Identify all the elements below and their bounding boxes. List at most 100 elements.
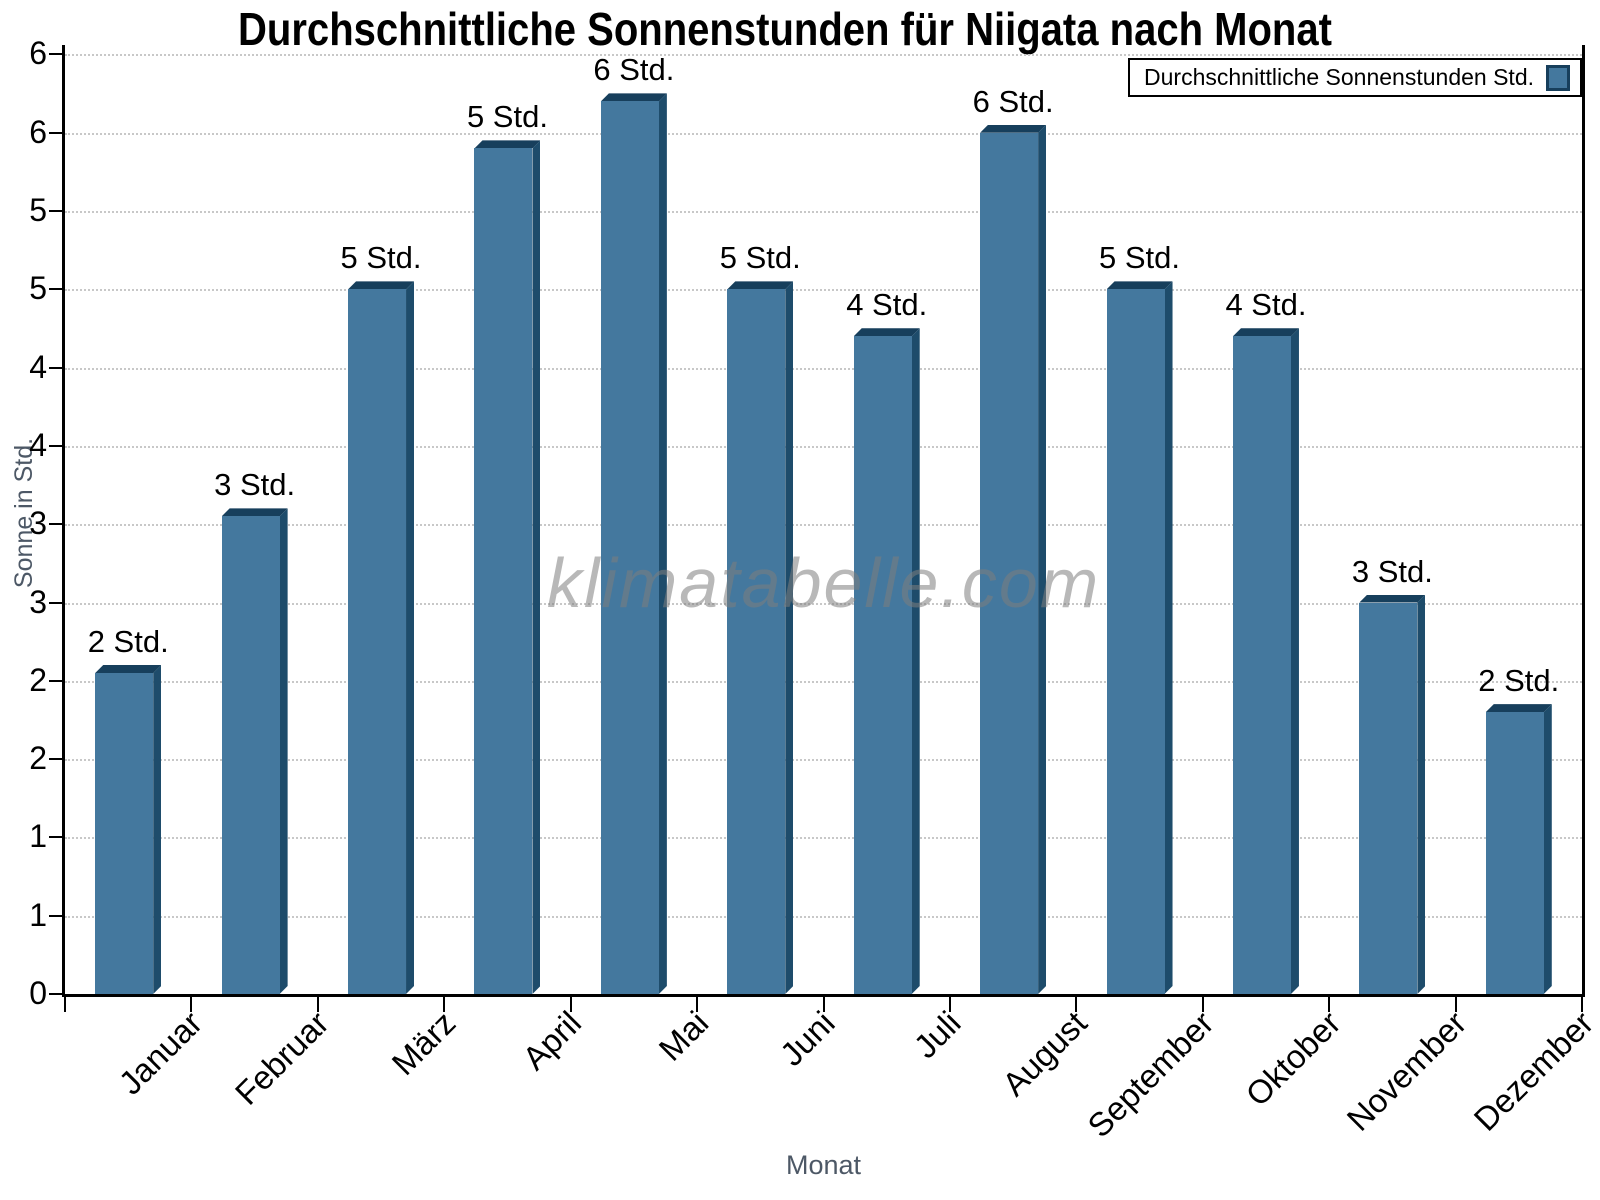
x-axis-tick: [570, 997, 572, 1012]
y-tick-label: 1: [29, 896, 47, 933]
y-tick-label: 4: [29, 426, 47, 463]
month-label-september: September: [1080, 1004, 1221, 1145]
bar-front-face: [1485, 712, 1544, 994]
gridline: [65, 132, 1582, 135]
bar-august: 6 Std.: [973, 84, 1054, 994]
month-label-dezember: Dezember: [1466, 1004, 1600, 1138]
bar-front-face: [474, 148, 533, 994]
bar-front-face: [1359, 602, 1418, 994]
y-axis-tick: [49, 836, 62, 839]
y-tick-label: 3: [29, 505, 47, 542]
bar-front-face: [853, 336, 912, 994]
bar-april: 5 Std.: [467, 99, 548, 994]
x-axis-tick: [64, 997, 66, 1012]
bar-september: 5 Std.: [1099, 240, 1180, 994]
x-axis-tick: [190, 997, 192, 1012]
bar-mai: 6 Std.: [593, 52, 674, 994]
y-tick-label: 2: [29, 740, 47, 777]
month-label-juni: Juni: [772, 1004, 842, 1073]
gridline: [65, 602, 1582, 605]
bar-side-face: [1417, 595, 1425, 995]
month-label-oktober: Oktober: [1237, 1004, 1348, 1114]
month-label-januar: Januar: [111, 1004, 210, 1102]
gridline: [65, 289, 1582, 292]
legend: Durchschnittliche Sonnenstunden Std.: [1128, 58, 1582, 97]
y-tick-label: 6: [29, 35, 47, 72]
y-axis-tick: [49, 131, 62, 134]
y-axis-tick: [49, 758, 62, 761]
x-axis-tick: [1581, 997, 1583, 1012]
bar-top-face: [727, 281, 794, 290]
bar-side-face: [1165, 281, 1173, 994]
y-axis-tick: [49, 444, 62, 447]
bar-value-label: 5 Std.: [719, 240, 801, 276]
y-axis-tick: [49, 914, 62, 917]
x-axis-tick: [1075, 997, 1077, 1012]
bar-juni: 5 Std.: [720, 240, 801, 994]
bar-front-face: [95, 672, 154, 994]
bar-oktober: 4 Std.: [1225, 287, 1306, 994]
bar-top-face: [348, 281, 415, 290]
y-axis-tick: [49, 601, 62, 604]
gridline: [65, 211, 1582, 213]
y-tick-label: 6: [29, 113, 47, 150]
bar-front-face: [600, 101, 659, 994]
x-axis-tick: [823, 997, 825, 1012]
y-axis-tick: [49, 53, 62, 56]
bar-value-label: 5 Std.: [466, 99, 548, 135]
y-tick-label: 1: [29, 818, 47, 855]
x-axis-tick: [1455, 997, 1457, 1012]
bar-side-face: [532, 140, 540, 994]
bar-front-face: [727, 289, 786, 994]
bar-juli: 4 Std.: [846, 287, 927, 994]
bar-value-label: 3 Std.: [1351, 553, 1433, 589]
bar-januar: 2 Std.: [88, 624, 169, 994]
y-tick-label: 4: [29, 348, 47, 385]
gridline: [65, 837, 1582, 840]
gridline: [65, 54, 1582, 57]
bar-side-face: [153, 665, 161, 994]
bar-dezember: 2 Std.: [1478, 663, 1559, 994]
y-axis-tick: [49, 993, 62, 995]
bar-front-face: [348, 289, 407, 994]
y-tick-label: 5: [29, 270, 47, 307]
bar-side-face: [785, 281, 793, 994]
bar-top-face: [1485, 704, 1552, 713]
x-axis-tick: [1328, 997, 1330, 1012]
bar-value-label: 4 Std.: [1225, 287, 1307, 323]
legend-label: Durchschnittliche Sonnenstunden Std.: [1144, 64, 1534, 90]
gridline: [65, 759, 1582, 762]
bar-side-face: [280, 508, 288, 994]
x-axis-tick: [949, 997, 951, 1012]
y-axis-tick: [49, 366, 62, 369]
x-axis-tick: [696, 997, 698, 1012]
bar-top-face: [95, 664, 162, 673]
bar-value-label: 3 Std.: [214, 467, 296, 503]
bar-november: 3 Std.: [1352, 554, 1433, 995]
bar-side-face: [406, 281, 414, 994]
bar-value-label: 5 Std.: [1099, 240, 1181, 276]
y-axis-tick: [49, 523, 62, 526]
y-tick-label: 3: [29, 583, 47, 620]
month-label-april: April: [515, 1004, 589, 1077]
gridline: [65, 680, 1582, 683]
bar-value-label: 2 Std.: [1478, 663, 1560, 699]
gridline: [65, 367, 1582, 370]
month-label-august: August: [995, 1004, 1095, 1103]
bar-side-face: [912, 328, 920, 994]
bar-front-face: [1232, 336, 1291, 994]
bar-top-face: [1232, 328, 1299, 337]
bar-top-face: [980, 124, 1047, 133]
y-tick-label: 5: [29, 192, 47, 228]
bar-front-face: [980, 132, 1039, 994]
gridline: [65, 524, 1582, 527]
month-label-märz: März: [384, 1004, 463, 1083]
gridline: [65, 445, 1582, 448]
bar-märz: 5 Std.: [341, 240, 422, 994]
bar-front-face: [221, 516, 280, 994]
chart-title: Durchschnittliche Sonnenstunden für Niig…: [238, 3, 1332, 55]
bar-value-label: 6 Std.: [972, 83, 1054, 119]
bar-side-face: [1544, 704, 1552, 994]
bar-side-face: [1038, 125, 1046, 994]
